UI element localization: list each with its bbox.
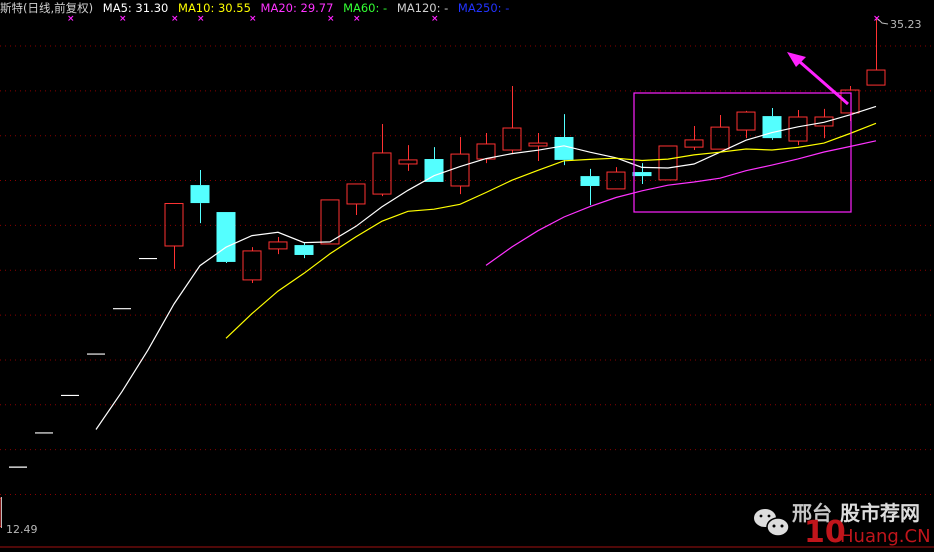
signal-marker: × bbox=[353, 14, 361, 24]
candle-down bbox=[294, 245, 314, 255]
signal-marker: × bbox=[873, 14, 881, 24]
watermark-cn: 股市荐网 bbox=[840, 501, 920, 525]
candle-up bbox=[606, 171, 626, 190]
ma20-label: MA20: 29.77 bbox=[260, 1, 334, 15]
signal-marker: × bbox=[197, 14, 205, 24]
candle-up bbox=[450, 153, 470, 187]
chart-header: 斯特(日线,前复权) MA5: 31.30 MA10: 30.55 MA20: … bbox=[0, 1, 515, 15]
candle-up bbox=[658, 145, 678, 181]
signal-marker: × bbox=[431, 14, 439, 24]
ma10-label: MA10: 30.55 bbox=[178, 1, 251, 15]
candle-up bbox=[736, 111, 756, 131]
candle-up bbox=[0, 497, 2, 528]
ma120-label: MA120: - bbox=[396, 1, 449, 15]
candle-up bbox=[710, 126, 730, 150]
candle-up bbox=[398, 159, 418, 165]
candle-down bbox=[216, 212, 236, 262]
signal-marker: × bbox=[67, 14, 75, 24]
wechat-icon: 邢台 股市荐网 10 Huang.CN bbox=[754, 501, 931, 550]
low-price-label: 12.49 bbox=[6, 523, 38, 536]
watermark-number: 10 bbox=[804, 515, 846, 548]
high-price-label: 35.23 bbox=[890, 18, 922, 31]
annotation-arrow-shaft bbox=[799, 60, 849, 106]
candle-down bbox=[190, 185, 210, 204]
signal-marker: × bbox=[171, 14, 179, 24]
candle-down bbox=[580, 176, 600, 186]
candle-down bbox=[424, 159, 444, 182]
candle-up bbox=[164, 203, 184, 247]
candle-up bbox=[814, 116, 834, 127]
high-label-leader bbox=[877, 18, 889, 25]
ma60-label: MA60: - bbox=[343, 1, 388, 15]
ma250-label: MA250: - bbox=[457, 1, 510, 15]
ma5-label: MA5: 31.30 bbox=[102, 1, 169, 15]
candle-up bbox=[788, 116, 808, 142]
svg-text:邢台: 邢台 bbox=[792, 501, 832, 525]
watermark-logo: 邢台 股市荐网 10 Huang.CN bbox=[748, 494, 934, 550]
signal-marker: × bbox=[119, 14, 127, 24]
stock-title: 斯特(日线,前复权) bbox=[0, 1, 94, 15]
candle-down bbox=[554, 136, 574, 160]
candle-up bbox=[840, 89, 860, 114]
candle-up bbox=[242, 250, 262, 281]
candle-down bbox=[762, 116, 782, 139]
candle-up bbox=[346, 183, 366, 205]
candle-up bbox=[684, 139, 704, 148]
candle-up bbox=[476, 143, 496, 160]
signal-marker: × bbox=[327, 14, 335, 24]
watermark-en: Huang.CN bbox=[840, 526, 931, 547]
candle-up bbox=[268, 241, 288, 250]
candle-up bbox=[320, 199, 340, 245]
ma5-line bbox=[95, 105, 877, 430]
ma10-line bbox=[225, 122, 877, 339]
candle-up bbox=[528, 142, 548, 147]
candle-up bbox=[502, 127, 522, 151]
candle-down bbox=[632, 172, 652, 177]
ma20-line bbox=[485, 140, 877, 266]
signal-marker: × bbox=[249, 14, 257, 24]
annotation-arrow-head bbox=[787, 52, 806, 67]
candle-up bbox=[866, 69, 886, 86]
candle-up bbox=[372, 152, 392, 195]
highlight-box bbox=[633, 92, 852, 213]
